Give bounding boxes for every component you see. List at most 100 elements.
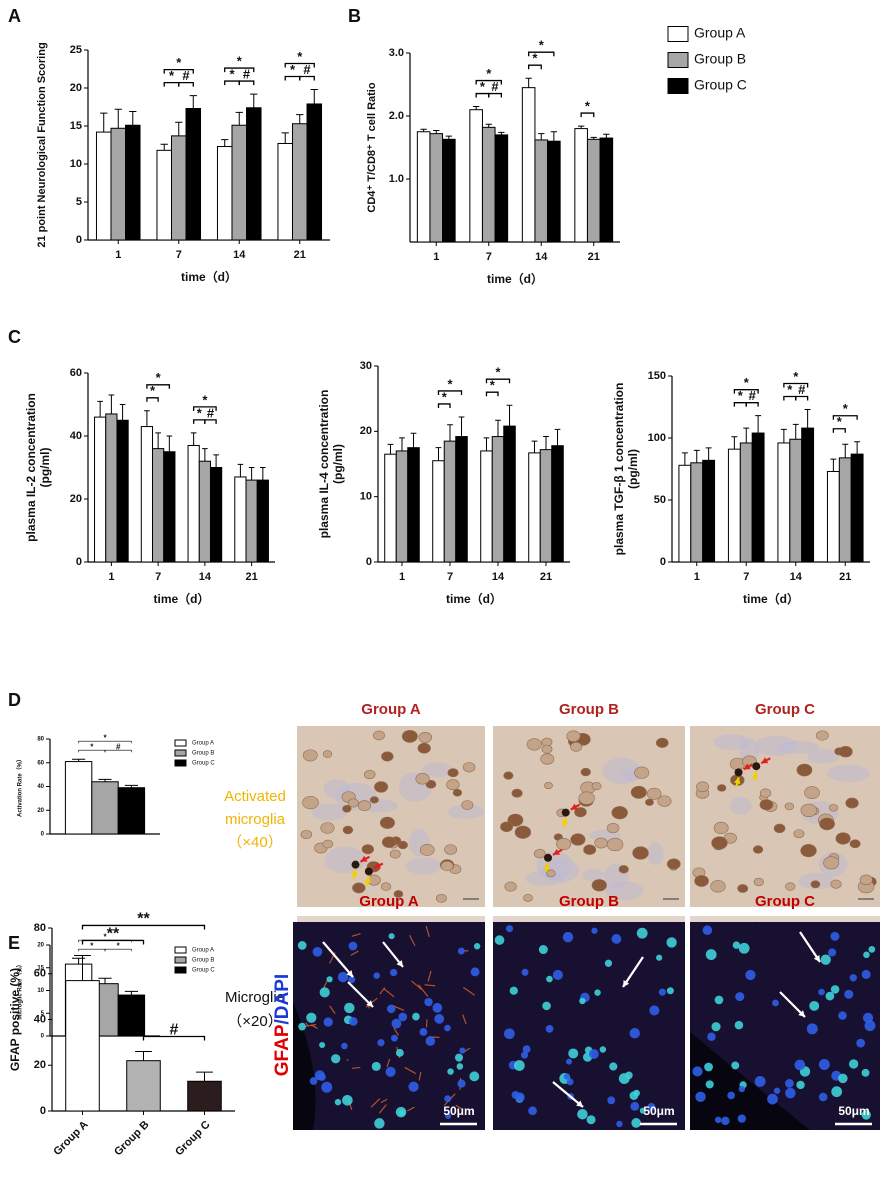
cell: [583, 844, 597, 855]
y-tick-label: 60: [37, 760, 44, 766]
bar: [163, 451, 176, 563]
nucleus: [412, 1012, 420, 1021]
significance-label: *: [490, 378, 496, 393]
error-bar: [854, 441, 861, 455]
cell: [835, 832, 851, 845]
arrow-head: [623, 980, 630, 987]
significance-bracket: [475, 79, 502, 85]
significance-label: *: [229, 67, 235, 82]
nucleus: [586, 1115, 596, 1125]
nucleus: [820, 954, 831, 965]
significance-label: #: [303, 62, 311, 77]
bar: [126, 1060, 161, 1112]
bar: [481, 126, 496, 243]
micrograph: [690, 726, 880, 907]
activated-cell: [364, 867, 373, 876]
bar: [739, 442, 753, 563]
row-label: microglia: [225, 811, 286, 828]
cell: [322, 839, 334, 849]
nucleus: [861, 1110, 871, 1120]
error-bar: [166, 435, 173, 452]
row-label: （×20）: [227, 1013, 282, 1030]
nucleus: [297, 941, 307, 950]
arrow-head: [543, 862, 550, 870]
significance-label: *: [90, 742, 94, 751]
cell: [566, 730, 581, 742]
y-tick-label: 10: [37, 988, 44, 994]
bar: [789, 438, 803, 563]
cell: [574, 807, 587, 818]
cell: [357, 800, 372, 811]
micrograph: [297, 726, 485, 907]
significance-label: *: [197, 405, 203, 420]
bar: [110, 127, 127, 241]
legend-label: Group B: [192, 958, 214, 964]
nucleus: [309, 1077, 318, 1085]
row-label: Microglia: [225, 989, 286, 1006]
panel-label: E: [8, 933, 20, 953]
arrow-head: [576, 1100, 583, 1107]
arrow-head: [396, 960, 403, 967]
x-tick-label: 14: [790, 571, 803, 583]
nucleus: [326, 976, 333, 983]
bar: [574, 128, 588, 243]
nucleus: [522, 1045, 531, 1054]
significance-label: *: [495, 365, 501, 380]
significance-label: #: [182, 68, 190, 83]
bar: [209, 467, 223, 563]
cell: [435, 893, 447, 903]
significance-label: *: [156, 370, 162, 385]
significance-bracket: [224, 80, 240, 86]
tissue-patch: [602, 757, 642, 785]
nucleus: [604, 959, 613, 967]
significance-label: *: [585, 99, 591, 114]
fiber: [329, 1005, 336, 1014]
error-bar: [129, 111, 137, 126]
nucleus: [727, 1091, 736, 1100]
nucleus: [609, 1062, 618, 1071]
cell: [322, 750, 333, 758]
cell: [425, 780, 437, 789]
activated-cell: [351, 860, 360, 869]
cell: [838, 745, 853, 758]
nucleus: [785, 1079, 794, 1088]
bar: [838, 457, 852, 563]
y-tick-label: 20: [70, 493, 82, 505]
x-tick-label: 14: [535, 251, 548, 263]
x-tick-label: Group B: [112, 1119, 152, 1159]
bar: [826, 470, 840, 563]
significance-label: *: [176, 55, 182, 70]
bar: [216, 146, 233, 241]
error-bar: [175, 121, 183, 136]
significance-label: *: [787, 382, 793, 397]
nucleus: [734, 1020, 744, 1030]
y-tick-label: 0: [40, 1105, 46, 1117]
bar: [443, 440, 457, 563]
fiber: [380, 1098, 388, 1104]
nucleus: [546, 975, 553, 983]
significance-label: **: [137, 911, 150, 928]
error-bar: [525, 77, 532, 88]
nucleus: [470, 967, 480, 977]
error-bar: [310, 89, 318, 104]
legend-label: Group C: [192, 968, 215, 974]
cell: [759, 788, 772, 798]
significance-label: *: [744, 375, 750, 390]
x-tick-label: 7: [176, 249, 182, 261]
cell: [634, 766, 650, 779]
cell: [829, 804, 839, 812]
nucleus: [721, 1116, 730, 1126]
nucleus: [705, 1080, 714, 1089]
cell: [591, 782, 602, 791]
cell: [440, 860, 454, 872]
nucleus: [456, 1063, 464, 1070]
error-bar: [498, 131, 505, 135]
error-bar: [235, 111, 243, 126]
error-bar: [780, 428, 787, 443]
nucleus: [341, 1042, 348, 1050]
nucleus: [649, 1005, 660, 1016]
cell: [556, 838, 572, 851]
cell: [646, 787, 662, 800]
cell: [352, 882, 366, 894]
cell: [507, 813, 524, 827]
